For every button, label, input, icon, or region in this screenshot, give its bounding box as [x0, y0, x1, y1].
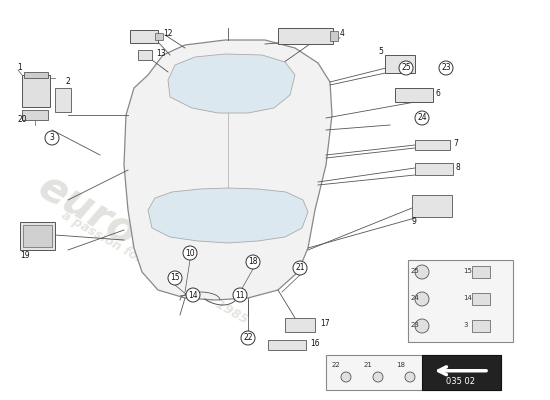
Text: 18: 18	[396, 362, 405, 368]
Text: 21: 21	[295, 264, 305, 272]
Text: 14: 14	[463, 295, 472, 301]
Bar	[472, 320, 490, 332]
Bar	[24, 72, 48, 78]
Bar	[23, 225, 52, 247]
Bar	[472, 293, 490, 305]
Bar	[55, 88, 71, 112]
Text: 6: 6	[436, 88, 441, 98]
Bar	[326, 355, 501, 390]
Bar	[138, 50, 152, 60]
Circle shape	[168, 271, 182, 285]
Text: eurocars: eurocars	[31, 166, 229, 304]
Circle shape	[341, 372, 351, 382]
Bar	[412, 195, 452, 217]
Circle shape	[241, 331, 255, 345]
Bar	[385, 55, 415, 73]
Circle shape	[233, 288, 247, 302]
Text: 4: 4	[340, 30, 345, 38]
Text: 035 02: 035 02	[447, 377, 476, 386]
Bar	[472, 266, 490, 278]
Text: 16: 16	[310, 338, 320, 348]
Bar	[395, 88, 433, 102]
Bar	[415, 140, 450, 150]
Circle shape	[186, 288, 200, 302]
Text: 3: 3	[463, 322, 467, 328]
Text: a passion for parts since 1985: a passion for parts since 1985	[59, 209, 251, 327]
Text: 8: 8	[455, 162, 460, 172]
Text: 5: 5	[378, 48, 383, 56]
Text: 22: 22	[332, 362, 341, 368]
Text: 10: 10	[185, 248, 195, 258]
Circle shape	[183, 246, 197, 260]
Text: 23: 23	[441, 64, 451, 72]
Bar	[268, 340, 306, 350]
Bar	[330, 31, 338, 41]
Bar	[130, 30, 158, 43]
Polygon shape	[168, 54, 295, 113]
Text: 9: 9	[412, 218, 417, 226]
Text: 25: 25	[401, 64, 411, 72]
Circle shape	[45, 131, 59, 145]
Bar	[155, 33, 163, 40]
Bar	[415, 163, 453, 175]
Polygon shape	[148, 188, 308, 243]
Text: 12: 12	[163, 30, 173, 38]
Text: 1: 1	[17, 64, 22, 72]
Bar	[22, 75, 50, 107]
Text: 21: 21	[364, 362, 373, 368]
Circle shape	[293, 261, 307, 275]
Text: 20: 20	[17, 116, 26, 124]
Circle shape	[439, 61, 453, 75]
Circle shape	[373, 372, 383, 382]
Bar	[285, 318, 315, 332]
Text: 25: 25	[411, 268, 420, 274]
Bar	[20, 222, 55, 250]
Text: 14: 14	[188, 290, 198, 300]
Text: 24: 24	[417, 114, 427, 122]
Text: 2: 2	[65, 78, 70, 86]
Circle shape	[415, 265, 429, 279]
Bar	[408, 260, 513, 342]
Circle shape	[405, 372, 415, 382]
Text: 18: 18	[248, 258, 258, 266]
Bar	[278, 28, 333, 44]
Bar	[422, 355, 501, 390]
Text: 24: 24	[411, 295, 420, 301]
Polygon shape	[124, 40, 332, 300]
Circle shape	[246, 255, 260, 269]
Circle shape	[415, 292, 429, 306]
Circle shape	[415, 319, 429, 333]
Text: 11: 11	[235, 290, 245, 300]
Circle shape	[399, 61, 413, 75]
Text: 15: 15	[170, 274, 180, 282]
Text: 7: 7	[453, 138, 458, 148]
Text: 23: 23	[411, 322, 420, 328]
Circle shape	[415, 111, 429, 125]
FancyArrowPatch shape	[439, 367, 486, 375]
Text: 15: 15	[463, 268, 472, 274]
Text: 17: 17	[320, 318, 329, 328]
Text: 13: 13	[156, 48, 166, 58]
Text: 22: 22	[243, 334, 253, 342]
Text: 19: 19	[20, 250, 30, 260]
Text: 3: 3	[50, 134, 54, 142]
Bar	[22, 110, 48, 120]
